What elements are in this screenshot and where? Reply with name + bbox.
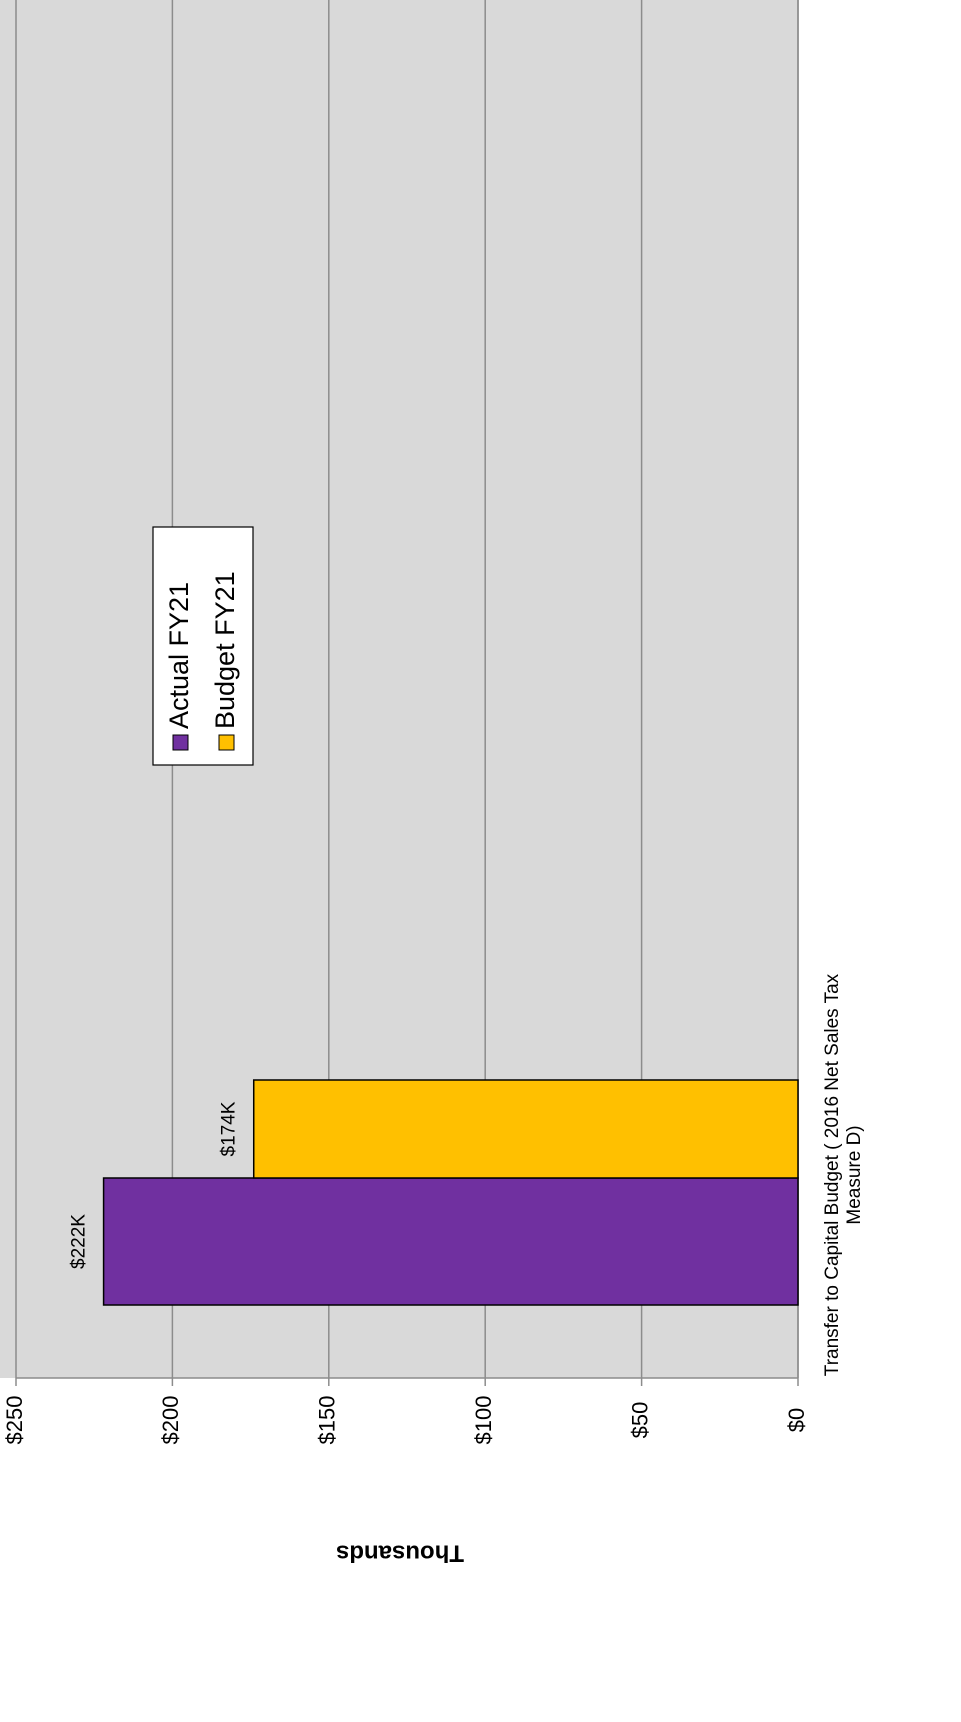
data-label: $174K — [219, 1101, 240, 1156]
data-label: $222K — [69, 1214, 90, 1269]
y-tick-label: $0 — [784, 1408, 809, 1432]
legend-swatch — [218, 734, 235, 751]
y-tick-label: $250 — [2, 1396, 27, 1445]
bar — [102, 1177, 799, 1306]
y-tick-label: $150 — [315, 1396, 340, 1445]
y-tick-label: $50 — [627, 1402, 652, 1439]
legend-label: Actual FY21 — [164, 582, 194, 729]
legend-label: Budget FY21 — [210, 571, 240, 729]
category-label-box: Transfer to Capital Budget ( 2016 Net Sa… — [822, 973, 865, 1377]
plot-area — [0, 0, 798, 1378]
y-tick-label: $200 — [158, 1396, 183, 1445]
x-tick-label: Transfer to Capital Budget ( 2016 Net Sa… — [822, 973, 865, 1377]
bar — [252, 1079, 799, 1179]
rotated-plot: $0 $50 $100 $150 $200 $250 Thousands Transfer t… — [0, 0, 865, 1567]
y-axis-title: Thousands — [336, 1540, 464, 1567]
legend-swatch — [172, 734, 189, 751]
legend-box — [152, 526, 254, 766]
y-tick-label: $100 — [471, 1396, 496, 1445]
